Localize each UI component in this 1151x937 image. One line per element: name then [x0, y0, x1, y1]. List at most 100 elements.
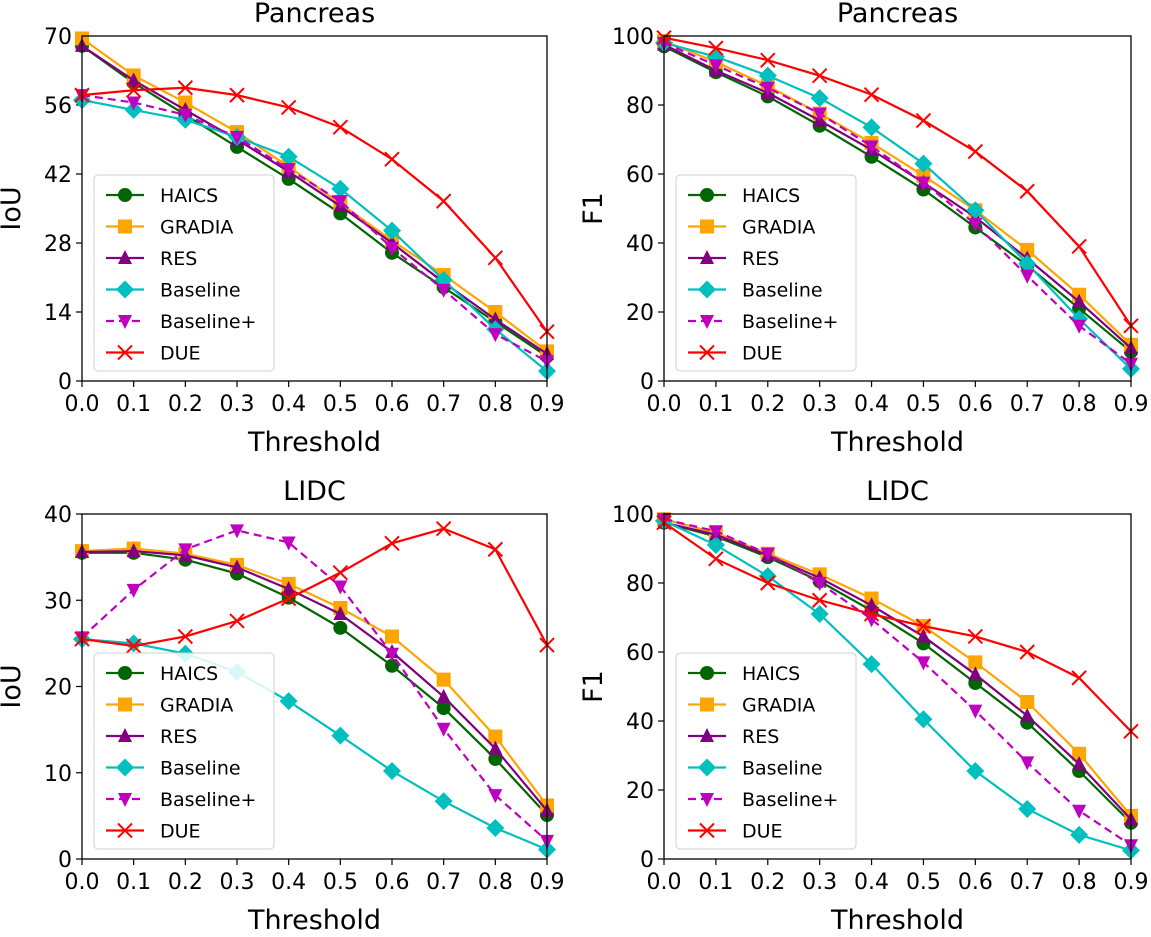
series-line — [663, 40, 1132, 346]
x-tick-label: 0.6 — [958, 392, 993, 417]
x-tick-label: 0.3 — [802, 392, 837, 417]
y-tick-label: 40 — [626, 710, 654, 735]
plot-frame — [81, 35, 548, 382]
chart-title: Pancreas — [254, 0, 375, 29]
legend-marker — [116, 758, 134, 777]
legend-marker — [116, 280, 134, 299]
data-point — [811, 592, 828, 608]
x-tick-label: 0.6 — [375, 392, 410, 417]
data-point — [812, 577, 827, 591]
data-point — [1018, 799, 1037, 818]
x-tick-label: 0.4 — [854, 870, 889, 895]
data-point — [230, 131, 244, 146]
data-point — [1020, 242, 1035, 257]
data-point — [968, 218, 983, 233]
series-baseline-plus — [657, 36, 1138, 372]
series-line — [663, 521, 1132, 733]
data-point — [281, 581, 296, 596]
legend-marker — [699, 344, 715, 361]
x-axis-label: Threshold — [830, 905, 964, 936]
data-point — [1020, 269, 1035, 284]
x-tick-label: 0.6 — [958, 870, 993, 895]
x-tick-label: 0.7 — [426, 392, 461, 417]
legend-marker — [118, 793, 132, 807]
x-tick-label: 0.4 — [271, 870, 306, 895]
data-point — [331, 179, 350, 198]
x-tick-label: 0.5 — [906, 392, 941, 417]
data-point — [177, 80, 194, 96]
data-point — [915, 112, 932, 129]
legend-label: GRADIA — [160, 217, 233, 239]
data-point — [280, 99, 297, 116]
data-point — [229, 87, 245, 103]
data-point — [864, 597, 879, 612]
series-line — [81, 549, 548, 812]
legend-label: GRADIA — [742, 217, 815, 239]
data-point — [706, 536, 725, 555]
data-point — [862, 655, 881, 674]
data-point — [436, 672, 451, 687]
data-point — [811, 67, 828, 84]
data-point — [178, 108, 193, 123]
data-point — [178, 543, 193, 558]
x-tick-label: 0.1 — [116, 870, 151, 895]
y-tick-label: 20 — [626, 779, 654, 804]
legend-label: Baseline — [160, 280, 241, 302]
legend-label: RES — [742, 248, 779, 270]
data-point — [487, 250, 504, 266]
x-axis-label: Threshold — [830, 427, 964, 458]
legend-marker — [698, 280, 716, 299]
y-axis-label: IoU — [0, 664, 27, 708]
x-tick-label: 0.9 — [530, 870, 565, 895]
data-point — [914, 154, 933, 173]
legend-label: HAICS — [742, 663, 800, 685]
data-point — [333, 195, 348, 210]
series-line — [663, 41, 1132, 370]
x-axis-label: Threshold — [247, 905, 381, 936]
legend-marker — [117, 344, 133, 361]
data-point — [436, 722, 451, 737]
x-tick-label: 0.9 — [1114, 870, 1149, 895]
chart-title: LIDC — [283, 476, 346, 507]
data-point — [1070, 825, 1089, 844]
data-point — [758, 66, 777, 85]
data-point — [385, 241, 399, 256]
legend-marker — [700, 250, 714, 264]
x-tick-label: 0.1 — [116, 392, 151, 417]
data-point — [1072, 319, 1087, 334]
legend-label: GRADIA — [160, 695, 233, 717]
chart-panel-1: Pancreas 0.0 0.1 0.2 0.3 0.4 0.5 0.6 0.7 0.8 0.9 0 1… — [0, 0, 565, 458]
data-point — [1020, 756, 1035, 771]
data-point — [488, 311, 503, 326]
data-point — [385, 658, 399, 673]
data-point — [126, 583, 141, 598]
data-point — [333, 606, 348, 621]
data-point — [968, 666, 983, 681]
legend-marker — [117, 822, 133, 839]
data-point — [488, 789, 503, 804]
data-point — [810, 89, 829, 108]
data-point — [487, 541, 504, 558]
x-axis-label: Threshold — [247, 427, 381, 458]
y-tick-label: 14 — [44, 301, 72, 326]
data-point — [1019, 183, 1035, 199]
legend-marker — [700, 666, 714, 680]
data-point — [1071, 238, 1087, 255]
legend-label: Baseline — [742, 758, 823, 780]
data-point — [967, 143, 984, 160]
data-point — [708, 40, 724, 56]
x-tick-label: 0.6 — [375, 870, 410, 895]
data-point — [1072, 293, 1087, 308]
data-point — [331, 726, 350, 745]
y-tick-label: 40 — [626, 232, 654, 257]
x-tick-label: 0.0 — [65, 392, 100, 417]
data-point — [1020, 707, 1035, 722]
legend-label: Baseline+ — [742, 311, 838, 333]
x-tick-label: 0.5 — [906, 870, 941, 895]
x-tick-label: 0.1 — [698, 392, 733, 417]
data-point — [916, 656, 931, 671]
legend: HAICS GRADIA RES Baseline Baseline+ DUE — [93, 174, 275, 372]
data-point — [1071, 670, 1087, 686]
data-point — [434, 792, 453, 811]
data-point — [384, 535, 400, 552]
